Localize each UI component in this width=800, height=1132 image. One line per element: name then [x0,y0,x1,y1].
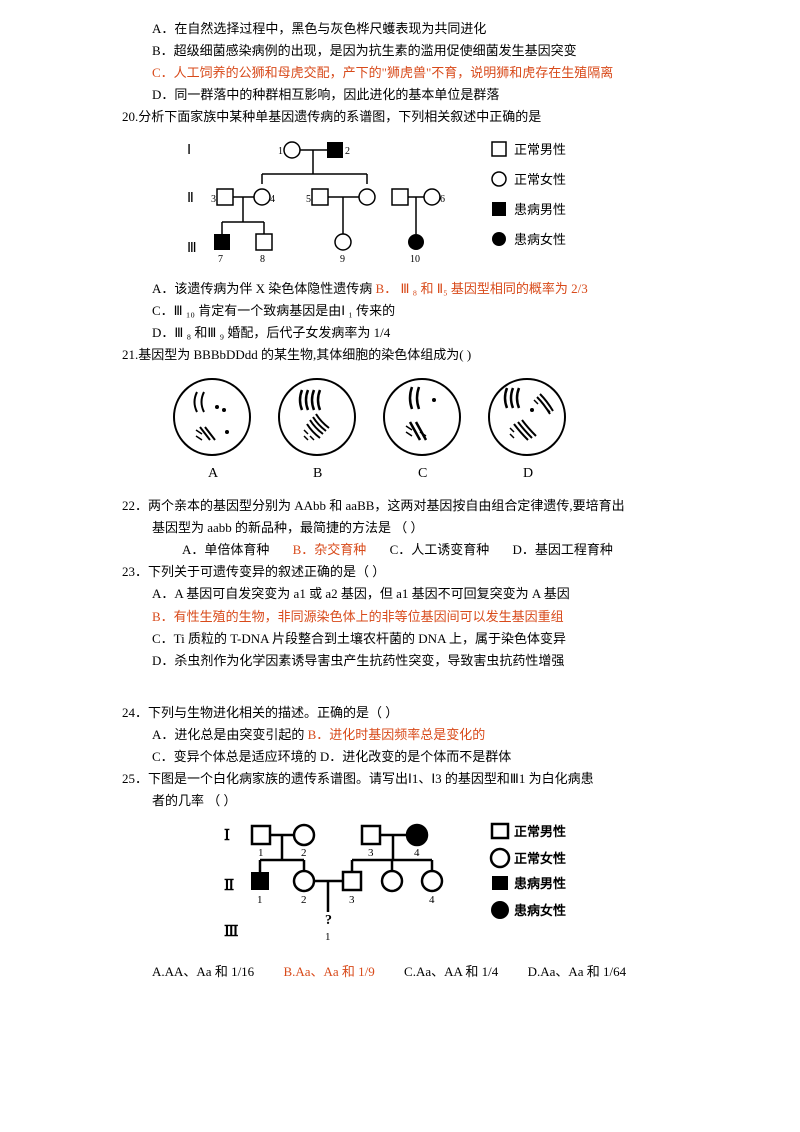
q20-stem: 20.分析下面家族中某种单基因遗传病的系谱图，下列相关叙述中正确的是 [122,106,710,128]
svg-text:Ⅲ: Ⅲ [224,924,238,940]
q20-option-d: D．Ⅲ ₈ 和Ⅲ ₉ 婚配，后代子女发病率为 1/4 [152,322,710,344]
svg-text:正常男性: 正常男性 [514,824,566,839]
legend-normal-female: 正常女性 [514,172,566,187]
svg-text:3: 3 [349,894,355,906]
svg-text:Ⅱ: Ⅱ [187,191,194,206]
svg-text:Ⅰ: Ⅰ [187,143,191,158]
q23-option-d: D．杀虫剂作为化学因素诱导害虫产生抗药性突变，导致害虫抗药性增强 [152,650,710,672]
q24-option-cd: C．变异个体总是适应环境的 D．进化改变的是个体而不是群体 [152,746,710,768]
svg-text:2: 2 [301,894,307,906]
q25-pedigree-diagram: Ⅰ Ⅱ Ⅲ 1 2 3 4 1 2 3 4 ? 1 正常男性 正常女性 患病男性… [222,818,710,955]
svg-text:患病男性: 患病男性 [514,876,566,891]
q24-stem: 24．下列与生物进化相关的描述。正确的是（ ） [122,702,710,724]
svg-text:1: 1 [258,847,264,859]
svg-text:5: 5 [306,194,311,205]
q22-options: A．单倍体育种 B．杂交育种 C．人工诱变育种 D．基因工程育种 [182,539,710,561]
svg-text:C: C [418,466,427,481]
svg-text:Ⅰ: Ⅰ [224,828,230,844]
legend-normal-male: 正常男性 [514,142,566,157]
q22-line1: 22．两个亲本的基因型分别为 AAbb 和 aaBB，这两对基因按自由组合定律遗… [122,495,710,517]
svg-text:患病女性: 患病女性 [514,903,566,918]
svg-text:7: 7 [218,254,223,264]
svg-text:2: 2 [301,847,307,859]
q19-option-b: B．超级细菌感染病例的出现，是因为抗生素的滥用促使细菌发生基因突变 [152,40,710,62]
svg-text:?: ? [325,913,332,928]
svg-text:1: 1 [325,931,331,943]
legend-affected-male: 患病男性 [514,202,566,217]
svg-text:Ⅱ: Ⅱ [224,878,234,894]
q22-line2: 基因型为 aabb 的新品种，最简捷的方法是 （ ） [152,517,710,539]
q24-option-ab: A．进化总是由突变引起的 B．进化时基因频率总是变化的 [152,724,710,746]
q23-option-a: A．A 基因可自发突变为 a1 或 a2 基因，但 a1 基因不可回复突变为 A… [152,583,710,605]
svg-text:Ⅲ: Ⅲ [187,241,197,256]
q23-stem: 23．下列关于可遗传变异的叙述正确的是（ ） [122,561,710,583]
q19-option-d: D．同一群落中的种群相互影响，因此进化的基本单位是群落 [152,84,710,106]
q19-option-c: C．人工饲养的公狮和母虎交配，产下的"狮虎兽"不育，说明狮和虎存在生殖隔离 [152,62,710,84]
svg-text:1: 1 [278,146,283,157]
svg-text:10: 10 [410,254,420,264]
svg-text:1: 1 [257,894,263,906]
svg-text:B: B [313,466,322,481]
svg-text:6: 6 [440,194,445,205]
q21-diagram: A B C D [162,372,710,489]
svg-text:3: 3 [368,847,374,859]
q20-option-ab-line: A．该遗传病为伴 X 染色体隐性遗传病 B． Ⅲ ₈ 和 Ⅱ₅ 基因型相同的概率… [152,278,710,300]
q25-line2: 者的几率 （ ） [152,790,710,812]
legend-affected-female: 患病女性 [514,232,566,247]
q21-stem: 21.基因型为 BBBbDDdd 的某生物,其体细胞的染色体组成为( ) [122,344,710,366]
q23-option-b: B．有性生殖的生物，非同源染色体上的非等位基因间可以发生基因重组 [152,606,710,628]
svg-text:正常女性: 正常女性 [514,851,566,866]
svg-text:9: 9 [340,254,345,264]
svg-text:A: A [208,466,219,481]
svg-text:4: 4 [429,894,435,906]
svg-text:2: 2 [345,146,350,157]
svg-text:3: 3 [211,194,216,205]
svg-text:D: D [523,466,533,481]
q19-option-a: A．在自然选择过程中，黑色与灰色桦尺蠖表现为共同进化 [152,18,710,40]
q25-options: A.AA、Aa 和 1/16 B.Aa、Aa 和 1/9 C.Aa、AA 和 1… [152,961,710,983]
q23-option-c: C．Ti 质粒的 T-DNA 片段整合到土壤农杆菌的 DNA 上，属于染色体变异 [152,628,710,650]
svg-text:4: 4 [414,847,420,859]
q20-pedigree-diagram: Ⅰ Ⅱ Ⅲ 1 2 3 4 5 6 7 8 9 10 正常男性 正常女性 [182,134,710,271]
svg-text:4: 4 [270,194,275,205]
q20-option-c: C．Ⅲ ₁₀ 肯定有一个致病基因是由Ⅰ ₁ 传来的 [152,300,710,322]
svg-text:8: 8 [260,254,265,264]
q25-line1: 25．下图是一个白化病家族的遗传系谱图。请写出Ⅰ1、Ⅰ3 的基因型和Ⅲ1 为白化… [122,768,710,790]
